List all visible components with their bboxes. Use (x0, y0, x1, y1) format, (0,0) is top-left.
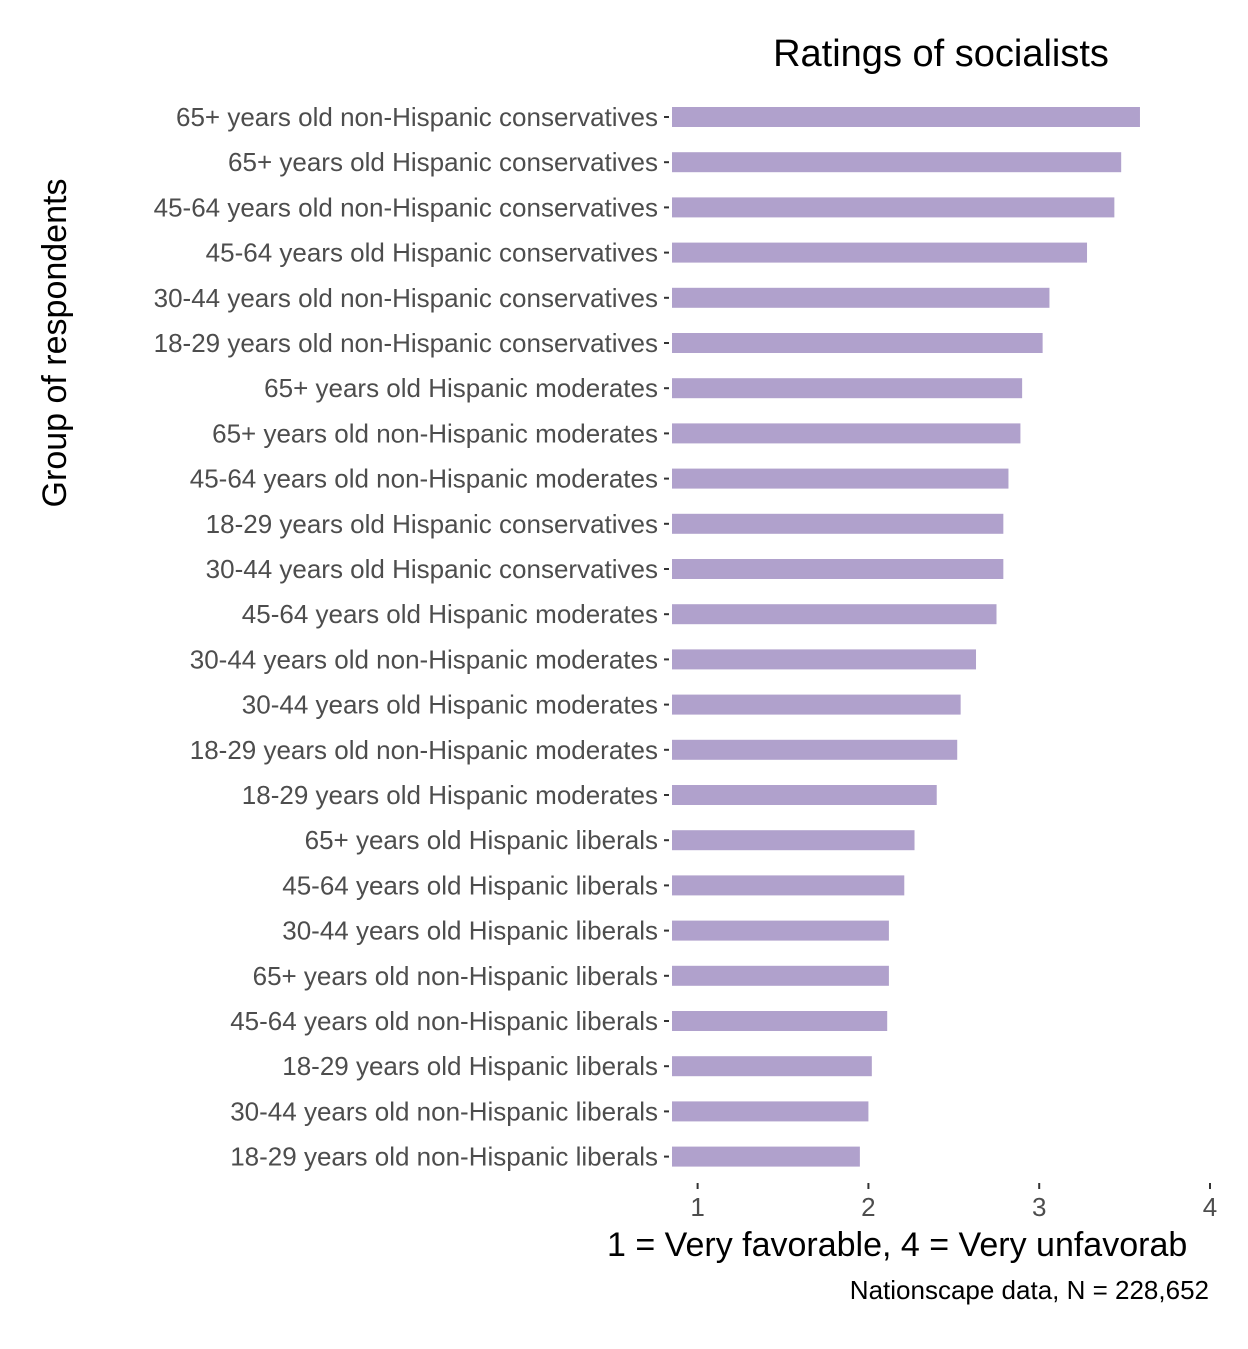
y-tick-label: 30-44 years old Hispanic liberals (282, 916, 658, 946)
bar (672, 242, 1088, 263)
y-tick-label: 65+ years old Hispanic conservatives (228, 147, 658, 177)
bar (672, 785, 937, 805)
bar (672, 559, 1004, 579)
y-tick-label: 45-64 years old Hispanic liberals (282, 870, 658, 900)
y-tick-label: 45-64 years old Hispanic moderates (242, 599, 658, 629)
bar (672, 513, 1004, 534)
y-tick-label: 18-29 years old Hispanic moderates (242, 780, 658, 810)
y-axis-title: Group of respondents (36, 179, 74, 508)
bar (672, 920, 889, 941)
bar (672, 830, 915, 851)
bar (672, 152, 1122, 173)
y-tick-label: 45-64 years old non-Hispanic conservativ… (154, 192, 658, 222)
bar (672, 649, 977, 670)
y-tick-label: 65+ years old Hispanic moderates (264, 373, 658, 403)
bar (672, 378, 1023, 399)
y-axis: 65+ years old non-Hispanic conservatives… (154, 102, 669, 1172)
x-tick-label: 3 (1032, 1192, 1046, 1222)
chart-title: Ratings of socialists (773, 33, 1109, 75)
x-tick-label: 2 (861, 1192, 875, 1222)
y-tick-label: 18-29 years old Hispanic liberals (282, 1051, 658, 1081)
x-axis-title: 1 = Very favorable, 4 = Very unfavorab (607, 1226, 1187, 1264)
y-tick-label: 65+ years old Hispanic liberals (305, 825, 658, 855)
bar (672, 468, 1009, 489)
bar (672, 965, 889, 986)
bar (672, 739, 958, 760)
y-tick-label: 30-44 years old non-Hispanic conservativ… (154, 283, 658, 313)
bar (672, 875, 905, 896)
y-tick-label: 30-44 years old non-Hispanic liberals (230, 1096, 658, 1126)
y-tick-label: 30-44 years old Hispanic conservatives (206, 554, 658, 584)
bar (672, 107, 1140, 127)
y-tick-label: 65+ years old non-Hispanic liberals (253, 961, 658, 991)
y-tick-label: 65+ years old non-Hispanic conservatives (176, 102, 658, 132)
bar (672, 604, 997, 625)
y-tick-label: 30-44 years old non-Hispanic moderates (190, 644, 658, 674)
y-tick-label: 65+ years old non-Hispanic moderates (212, 418, 658, 448)
bar (672, 694, 961, 715)
bars-group (672, 107, 1140, 1167)
x-axis: 1 2 3 4 (690, 1183, 1217, 1222)
y-tick-label: 30-44 years old Hispanic moderates (242, 690, 658, 720)
y-tick-label: 45-64 years old non-Hispanic moderates (190, 464, 658, 494)
caption: Nationscape data, N = 228,652 (850, 1275, 1209, 1305)
bar (672, 1101, 869, 1122)
bar (672, 1146, 860, 1167)
bar (672, 287, 1050, 308)
bar (672, 1056, 872, 1077)
y-tick-label: 18-29 years old Hispanic conservatives (206, 509, 658, 539)
y-tick-label: 45-64 years old Hispanic conservatives (206, 238, 658, 268)
y-tick-label: 18-29 years old non-Hispanic liberals (230, 1142, 658, 1172)
y-tick-label: 18-29 years old non-Hispanic conservativ… (154, 328, 658, 358)
bar (672, 333, 1043, 353)
bar (672, 197, 1115, 218)
bar (672, 1011, 888, 1031)
x-tick-label: 1 (690, 1192, 704, 1222)
y-tick-label: 18-29 years old non-Hispanic moderates (190, 735, 658, 765)
x-tick-label: 4 (1203, 1192, 1217, 1222)
y-tick-label: 45-64 years old non-Hispanic liberals (230, 1006, 658, 1036)
bar (672, 423, 1021, 444)
